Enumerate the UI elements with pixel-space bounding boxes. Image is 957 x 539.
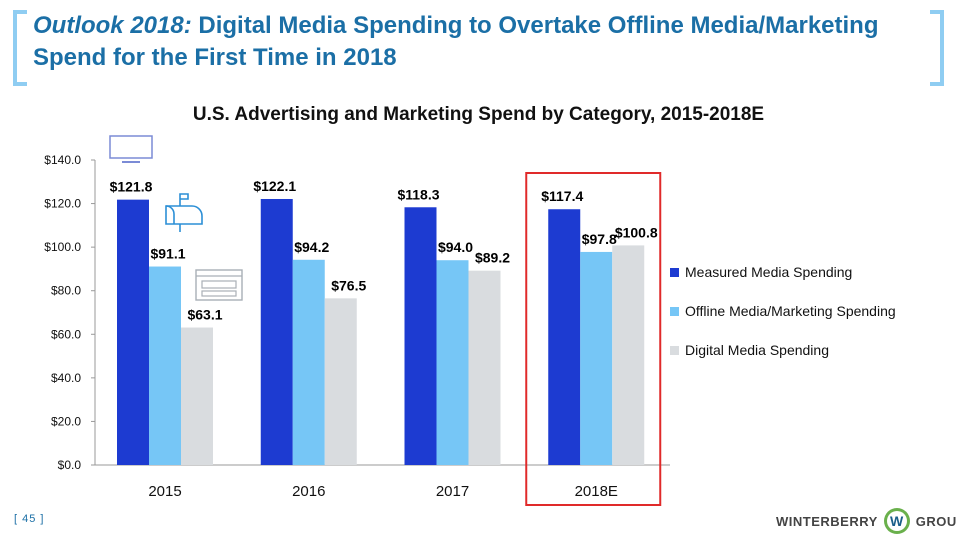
y-tick-label: $140.0 [44,153,81,167]
bar-offline [436,260,469,465]
legend-swatch-digital [670,345,679,355]
page-title-italic: Outlook 2018: [33,12,192,39]
mailbox-icon [165,193,203,232]
logo-text-left: WINTERBERRY [776,513,878,529]
data-label: $118.3 [397,186,439,202]
chart-title: U.S. Advertising and Marketing Spend by … [192,104,765,125]
y-tick-label: $20.0 [51,414,81,428]
legend-item-offline: Offline Media/Marketing Spending [670,301,896,321]
title-bracket-left [13,10,27,86]
data-label: $91.1 [150,246,185,262]
highlight-box [525,172,662,506]
x-tick-label: 2018E [575,483,618,500]
page-title: Outlook 2018: Digital Media Spending to … [33,10,913,74]
data-label: $63.1 [187,307,222,323]
y-tick-label: $80.0 [51,284,81,298]
bar-digital [324,298,357,465]
legend-label-measured: Measured Media Spending [685,264,853,280]
y-tick-label: $120.0 [44,197,81,211]
data-label: $122.1 [253,178,296,194]
bar-digital [468,270,501,465]
logo-text-right: GROUP [915,513,957,529]
logo-mark-letter: W [886,511,907,531]
data-label: $100.8 [615,224,658,240]
logo-mark: W [883,508,910,534]
legend-swatch-measured [670,267,679,277]
data-label: $76.5 [331,277,366,293]
x-tick-label: 2015 [148,483,181,500]
bar-digital [612,245,645,465]
bar-offline [292,259,325,465]
y-tick-label: $0.0 [58,458,82,472]
bar-measured [117,199,149,465]
winterberry-group-logo: WINTERBERRY W GROUP [776,508,957,534]
data-label: $117.4 [541,188,583,204]
bar-measured [548,209,581,465]
browser-window-icon [195,269,243,301]
bar-offline [580,251,613,465]
data-label: $94.2 [294,239,329,255]
data-label: $121.8 [110,179,153,195]
legend-label-digital: Digital Media Spending [685,342,829,358]
page-title-rest: Digital Media Spending to Overtake Offli… [33,12,879,71]
legend-label-offline: Offline Media/Marketing Spending [685,303,896,319]
page-number: [ 45 ] [14,513,45,525]
data-label: $89.2 [475,250,510,266]
data-label: $97.8 [582,231,617,247]
chart-legend: Measured Media Spending Offline Media/Ma… [670,262,896,379]
y-tick-label: $60.0 [51,327,81,341]
bar-digital [181,327,213,465]
y-tick-label: $40.0 [51,371,81,385]
legend-swatch-offline [670,306,679,316]
title-bracket-right [930,10,944,86]
x-tick-label: 2017 [436,483,469,500]
legend-item-measured: Measured Media Spending [670,262,896,282]
bar-measured [404,207,437,465]
legend-item-digital: Digital Media Spending [670,340,896,360]
data-label: $94.0 [438,239,473,255]
bar-measured [260,198,293,465]
bar-offline [149,266,181,465]
x-tick-label: 2016 [292,483,325,500]
y-tick-label: $100.0 [44,240,81,254]
monitor-icon [109,135,153,163]
